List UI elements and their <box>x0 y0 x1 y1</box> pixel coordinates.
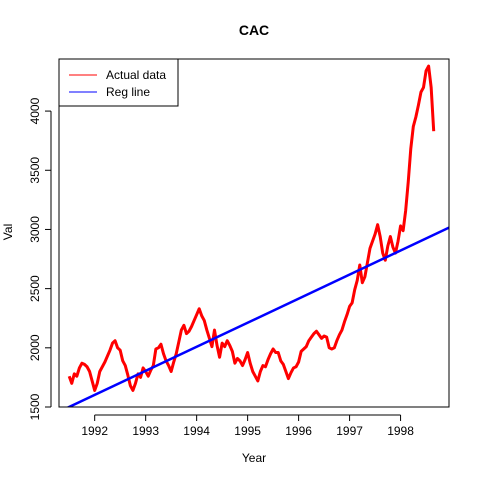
y-tick-label-4000: 4000 <box>28 97 42 124</box>
y-tick-label-3500: 3500 <box>28 157 42 184</box>
series-line-reg-line <box>66 226 449 407</box>
legend-label-actual-data: Actual data <box>106 68 166 82</box>
x-tick-label-1994: 1994 <box>183 424 210 438</box>
x-tick-label-1993: 1993 <box>132 424 159 438</box>
x-tick-label-1996: 1996 <box>285 424 312 438</box>
x-axis-label: Year <box>242 451 266 465</box>
chart-title: CAC <box>239 22 269 38</box>
plot-frame <box>58 58 450 408</box>
y-tick-label-1500: 1500 <box>28 393 42 420</box>
legend-label-reg-line: Reg line <box>106 85 150 99</box>
x-tick-label-1995: 1995 <box>234 424 261 438</box>
x-tick-label-1998: 1998 <box>387 424 414 438</box>
y-axis-label: Val <box>1 224 15 240</box>
y-tick-label-3000: 3000 <box>28 216 42 243</box>
x-tick-label-1992: 1992 <box>81 424 108 438</box>
axes-layer: 1992 1993 1994 1995 1996 1997 1998 1500 2000 2500… <box>28 97 414 438</box>
legend-box <box>58 58 179 107</box>
y-tick-label-2000: 2000 <box>28 334 42 361</box>
series-layer <box>66 64 449 407</box>
legend: Actual data Reg line <box>58 58 179 107</box>
x-tick-label-1997: 1997 <box>336 424 363 438</box>
series-line-actual-data <box>67 64 436 392</box>
y-tick-label-2500: 2500 <box>28 275 42 302</box>
